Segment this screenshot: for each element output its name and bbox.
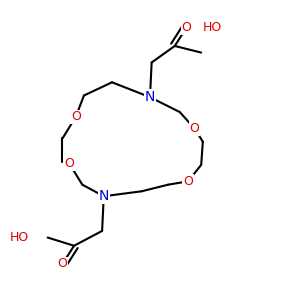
Text: O: O <box>183 175 193 188</box>
Text: O: O <box>190 122 200 135</box>
Text: O: O <box>71 110 81 124</box>
Text: O: O <box>64 157 74 170</box>
Text: HO: HO <box>203 21 222 34</box>
Text: O: O <box>58 257 68 270</box>
Text: N: N <box>145 90 155 104</box>
Text: N: N <box>99 189 109 203</box>
Text: HO: HO <box>10 231 29 244</box>
Text: O: O <box>182 21 191 34</box>
